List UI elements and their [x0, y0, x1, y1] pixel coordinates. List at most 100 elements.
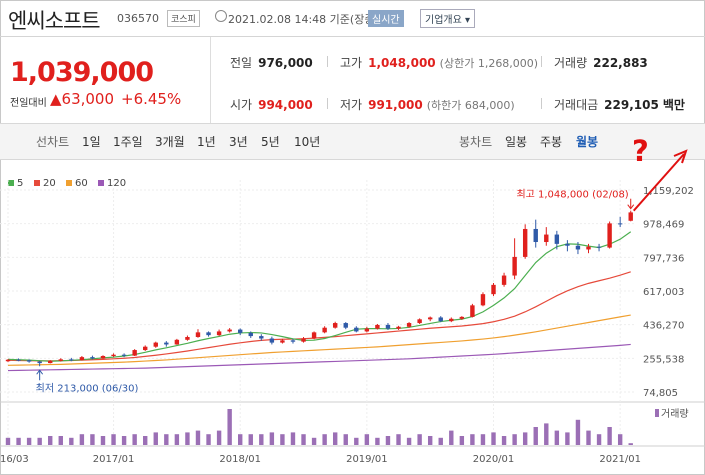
candle-body: [533, 228, 538, 243]
volume-bar: [121, 436, 127, 445]
x-tick-label: 2018/01: [219, 454, 261, 465]
x-tick-label: 2017/01: [93, 454, 135, 465]
current-price: 1,039,000: [10, 57, 154, 88]
x-axis: 2016/03 2017/01 2018/01 2019/01 2020/01 2021/…: [0, 454, 641, 465]
tab-3month[interactable]: 3개월: [155, 135, 185, 149]
tab-1day[interactable]: 1일: [82, 135, 101, 149]
volume-bar: [522, 432, 528, 445]
volume-bar: [238, 434, 243, 445]
quote-timestamp: 2021.02.08 14:48 기준(장중): [228, 13, 379, 26]
candle-body: [100, 356, 106, 359]
volume-bar: [332, 432, 338, 445]
stat-value: 229,105: [604, 98, 659, 112]
stat-label: 전일: [230, 56, 253, 70]
tab-1week[interactable]: 1주일: [113, 135, 143, 149]
volume-bar: [269, 432, 275, 445]
tab-3year[interactable]: 3년: [229, 135, 248, 149]
candle-body: [586, 246, 591, 250]
candle-body: [79, 357, 85, 361]
stat-trade-value: 거래대금 229,105 백만: [554, 96, 685, 113]
candle-body: [364, 328, 370, 332]
divider: [541, 98, 542, 109]
legend-label: 5: [17, 178, 24, 189]
volume-bar: [5, 437, 11, 445]
volume-bar: [280, 434, 285, 445]
volume-bar: [259, 434, 264, 445]
candle-body: [132, 350, 137, 356]
volume-bar: [491, 432, 496, 445]
candle-body: [301, 338, 306, 342]
candle-body: [480, 294, 486, 306]
tab-1year[interactable]: 1년: [197, 135, 216, 149]
legend-swatch: [66, 180, 72, 186]
company-info-button[interactable]: 기업개요 ▾: [420, 9, 475, 28]
volume-bar: [628, 443, 633, 445]
question-mark-annotation: ?: [632, 134, 649, 168]
tab-daily[interactable]: 일봉: [505, 135, 528, 149]
tab-line-chart[interactable]: 선차트: [36, 135, 70, 149]
volume-bar: [143, 436, 148, 445]
candle-body: [206, 332, 211, 336]
ma5-line: [7, 231, 632, 362]
candle-body: [544, 234, 549, 243]
low-arrow-head: [36, 369, 44, 375]
candle-body: [153, 342, 158, 347]
candle-body: [290, 340, 296, 342]
legend-ma120: 120: [98, 178, 126, 189]
volume-bar: [164, 434, 169, 445]
volume-bar: [501, 436, 507, 445]
volume-bar: [417, 434, 422, 445]
tab-candle-chart[interactable]: 봉차트: [459, 135, 493, 149]
legend-swatch: [34, 180, 40, 186]
candle-body: [143, 346, 148, 351]
candle-body: [164, 342, 169, 345]
tab-weekly[interactable]: 주봉: [540, 135, 563, 149]
stat-value: 1,048,000: [368, 56, 436, 70]
high-arrow-head: [627, 204, 635, 210]
forecast-arrow: [632, 153, 685, 212]
volume-bar: [343, 434, 348, 445]
volume-bar: [90, 434, 95, 445]
volume-bar: [58, 436, 63, 445]
candle-body: [216, 331, 222, 336]
candle-body: [5, 359, 11, 362]
stat-prev-close: 전일 976,000: [230, 54, 313, 71]
candle-body: [575, 245, 581, 250]
tab-10year[interactable]: 10년: [294, 135, 321, 149]
volume-bar: [617, 434, 623, 445]
legend-label: 60: [75, 178, 88, 189]
candle-body: [26, 360, 32, 362]
stat-label: 시가: [230, 98, 253, 112]
candle-body: [501, 275, 507, 285]
divider: [541, 56, 542, 67]
volume-bar: [153, 432, 158, 445]
candle-body: [343, 323, 348, 328]
volume-bar: [79, 434, 85, 445]
stat-label: 고가: [340, 56, 363, 70]
volume-bar: [438, 437, 443, 445]
y-tick-label: 1,159,202: [643, 186, 694, 197]
volume-bar: [26, 437, 32, 445]
realtime-badge[interactable]: 실시간: [368, 10, 404, 27]
ma120-line: [7, 343, 631, 372]
tab-monthly[interactable]: 월봉: [576, 135, 599, 149]
candle-body: [259, 336, 264, 339]
y-tick-label: 978,469: [643, 220, 684, 231]
legend-ma20: 20: [34, 178, 56, 189]
candle-body: [48, 360, 53, 364]
tab-5year[interactable]: 5년: [261, 135, 280, 149]
upper-limit: (상한가 1,268,000): [439, 57, 539, 70]
candle-body: [438, 317, 443, 322]
change-label: 전일대비: [10, 98, 47, 109]
volume-bar: [174, 434, 180, 445]
candle-body: [375, 324, 380, 329]
candle-body: [406, 323, 412, 327]
stat-value: 994,000: [258, 98, 313, 112]
candle-body: [311, 332, 317, 339]
volume-bar: [396, 434, 401, 445]
stat-low: 저가 991,000 (하한가 684,000): [340, 96, 515, 113]
candle-body: [607, 223, 612, 248]
volume-bar: [354, 437, 359, 445]
y-tick-label: 255,538: [643, 354, 684, 365]
x-tick-label: 2021/01: [599, 454, 641, 465]
